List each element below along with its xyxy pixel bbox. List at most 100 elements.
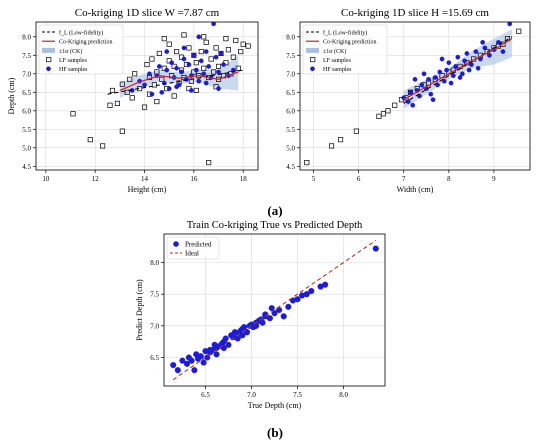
plot-area (170, 239, 379, 381)
hf-sample-marker (496, 39, 501, 45)
predicted-point (289, 297, 296, 304)
chart-2 (297, 21, 531, 173)
y-tick-label: 7.0 (286, 70, 295, 78)
x-tick-label: 12 (92, 175, 100, 183)
legend-hf-samples: HF samples (323, 67, 352, 73)
lf-sample-marker (213, 45, 219, 51)
x-tick-label: 18 (240, 175, 248, 183)
predicted-point (239, 332, 246, 339)
lf-sample-marker (132, 71, 138, 77)
axes-frame (299, 21, 531, 171)
hf-sample-marker (206, 64, 212, 69)
lf-sample-marker (203, 39, 209, 45)
lf-sample-marker (186, 45, 192, 51)
hf-sample-marker (419, 82, 425, 88)
hf-sample-marker (186, 62, 192, 67)
x-tick-label: 10 (42, 175, 50, 183)
y-axis-label: Predict Depth (cm) (135, 279, 144, 341)
hf-sample-marker (457, 75, 463, 80)
predicted-point (243, 329, 250, 336)
axes-frame (163, 233, 386, 387)
lf-sample-marker (215, 63, 222, 69)
hf-sample-marker (480, 39, 485, 45)
predicted-point (241, 324, 248, 331)
hf-sample-marker (156, 64, 162, 69)
x-tick-label: 16 (190, 175, 198, 183)
legend-sigma-band: ±1σ (CK) (59, 48, 82, 55)
y-tick-label: 8.0 (22, 33, 31, 41)
hf-sample-marker (437, 69, 443, 75)
plot-area (70, 22, 251, 166)
x-tick-label: 7 (402, 175, 406, 183)
ideal-line (172, 239, 377, 381)
hf-sample-marker (410, 102, 416, 108)
predicted-point (220, 344, 227, 352)
predicted-point (170, 362, 177, 369)
hf-sample-marker (196, 34, 202, 40)
chart-title: Co-kriging 1D slice H =15.69 cm (341, 7, 489, 19)
y-tick-label: 6.0 (22, 107, 31, 115)
chart-1 (33, 21, 259, 173)
lf-sample-marker (127, 76, 133, 82)
predicted-point (322, 281, 329, 288)
hf-sample-marker (507, 22, 513, 27)
lf-sample-marker (376, 113, 382, 119)
hf-sample-marker (218, 51, 224, 56)
lf-sample-marker (198, 49, 204, 55)
lf-sample-marker (380, 111, 386, 117)
y-tick-label: 7.0 (22, 70, 31, 78)
lf-sample-marker (201, 34, 207, 40)
hf-sample-marker (181, 45, 187, 51)
lf-sample-marker (240, 41, 246, 47)
chart-title: Co-kriging 1D slice W =7.87 cm (75, 7, 220, 19)
predicted-point (259, 319, 266, 326)
predicted-point (188, 357, 195, 364)
hf-sample-marker (196, 78, 202, 84)
lf-sample-marker (238, 49, 244, 55)
hf-sample-marker (216, 86, 221, 91)
legend-ck-prediction: Co-Kriging prediction (323, 40, 377, 46)
predicted-point (303, 291, 310, 298)
predicted-point (213, 351, 220, 358)
hf-sample-marker (193, 67, 199, 73)
lf-sample-marker (166, 41, 172, 47)
hf-sample-marker (174, 65, 179, 71)
legend-ck-prediction: Co-Kriging prediction (59, 40, 113, 46)
legend-swatch (42, 47, 55, 53)
lf-sample-marker (338, 137, 344, 143)
legend-predicted: Predicted (185, 241, 212, 249)
legend-lf-samples: LF samples (323, 58, 351, 64)
y-tick-label: 6.0 (286, 107, 295, 115)
lf-sample-marker (245, 43, 251, 49)
hf-sample-marker (169, 60, 175, 66)
hf-sample-marker (460, 71, 465, 77)
predicted-point (174, 367, 181, 374)
legend-lf-line: f_L (Low-fidelity) (59, 29, 103, 36)
legend-sigma-band: ±1σ (CK) (323, 48, 346, 55)
lf-sample-marker (119, 128, 125, 134)
legend-ideal: Ideal (185, 250, 199, 258)
predicted-point (372, 245, 379, 252)
hf-sample-marker (482, 45, 488, 51)
y-tick-label: 4.5 (22, 163, 31, 171)
hf-sample-marker (191, 52, 197, 58)
predicted-point (266, 315, 273, 322)
hf-sample-marker (198, 58, 204, 64)
lf-sample-marker (141, 104, 148, 110)
hf-sample-marker (142, 82, 147, 88)
panel-label-b: (b) (267, 425, 283, 440)
hf-sample-marker (475, 65, 481, 71)
legend-swatch (46, 57, 52, 63)
lf-sample-marker (156, 50, 162, 57)
x-tick-label: 7.5 (293, 391, 302, 399)
hf-sample-marker (203, 49, 209, 54)
hf-sample-marker (448, 80, 454, 86)
legend-box (302, 24, 388, 75)
hf-sample-marker (466, 67, 472, 73)
x-tick-label: 6.5 (201, 391, 210, 399)
lf-sample-marker (109, 87, 116, 94)
x-tick-label: 6 (357, 175, 361, 183)
legend-swatch (310, 57, 316, 63)
predicted-point (179, 357, 186, 364)
lf-sample-marker (154, 98, 160, 105)
